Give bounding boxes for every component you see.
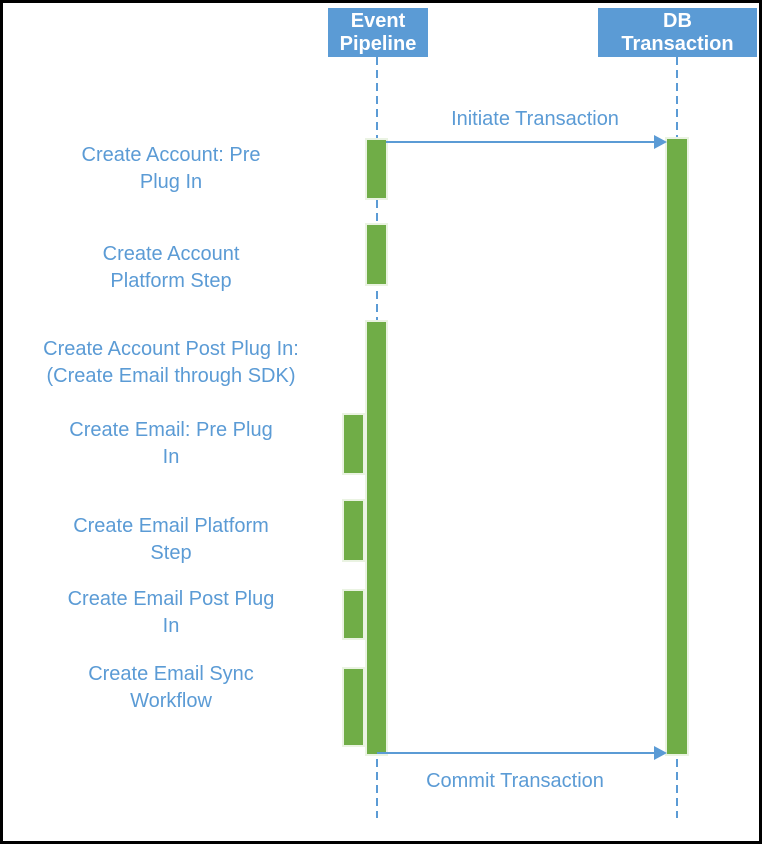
step-label-create-account-platform-step: Create Account Platform Step — [0, 241, 342, 295]
step-label-line: Create Email Platform — [73, 515, 269, 537]
step-label-line: Create Account — [102, 243, 240, 265]
step-label-line: In — [162, 446, 180, 468]
step-label-create-account-pre-plugin: Create Account: Pre Plug In — [0, 142, 342, 196]
arrowhead-right-icon — [654, 746, 667, 760]
activation-bar-create-email-platform-step — [344, 501, 363, 560]
lifeline-header-label-line: Transaction — [621, 32, 734, 55]
lifeline-header-db-transaction: DB Transaction — [598, 8, 757, 57]
step-label-line: Plug In — [139, 171, 203, 193]
step-label-line: Create Account: Pre — [81, 144, 261, 166]
step-label-line: Create Email Post Plug — [67, 588, 275, 610]
step-label-create-account-post-plugin: Create Account Post Plug In: (Create Ema… — [0, 336, 342, 390]
step-label-create-email-sync-workflow: Create Email Sync Workflow — [0, 661, 342, 715]
step-label-line: Step — [150, 542, 192, 564]
lifeline-header-event-pipeline: Event Pipeline — [328, 8, 428, 57]
arrowhead-right-icon — [654, 135, 667, 149]
lifeline-header-label-line: Pipeline — [339, 32, 417, 55]
message-line-commit-transaction — [377, 752, 656, 754]
message-label-initiate-transaction: Initiate Transaction — [451, 108, 619, 130]
step-label-create-email-pre-plugin: Create Email: Pre Plug In — [0, 417, 342, 471]
activation-bar-create-email-pre-plugin — [344, 415, 363, 473]
step-label-create-email-platform-step: Create Email Platform Step — [0, 513, 342, 567]
activation-bar-create-account-platform-step — [367, 225, 386, 284]
step-label-line: Create Email: Pre Plug — [69, 419, 273, 441]
lifeline-header-label-line: Event — [350, 9, 406, 32]
step-label-line: Workflow — [130, 690, 212, 712]
activation-bar-create-email-post-plugin — [344, 591, 363, 638]
message-label-commit-transaction: Commit Transaction — [426, 770, 604, 792]
step-label-line: (Create Email through SDK) — [46, 365, 296, 387]
step-label-line: Create Account Post Plug In: — [43, 338, 299, 360]
step-label-line: Platform Step — [110, 270, 232, 292]
activation-bar-create-email-sync-workflow — [344, 669, 363, 745]
step-label-line: In — [162, 615, 180, 637]
activation-bar-create-account-post-plugin — [367, 322, 386, 754]
activation-bar-create-account-pre-plugin — [367, 140, 386, 198]
step-label-create-email-post-plugin: Create Email Post Plug In — [0, 586, 342, 640]
lifeline-header-label-line: DB — [663, 9, 692, 32]
message-line-initiate-transaction — [386, 141, 656, 143]
step-label-line: Create Email Sync — [88, 663, 254, 685]
activation-bar-db-transaction — [667, 139, 687, 754]
